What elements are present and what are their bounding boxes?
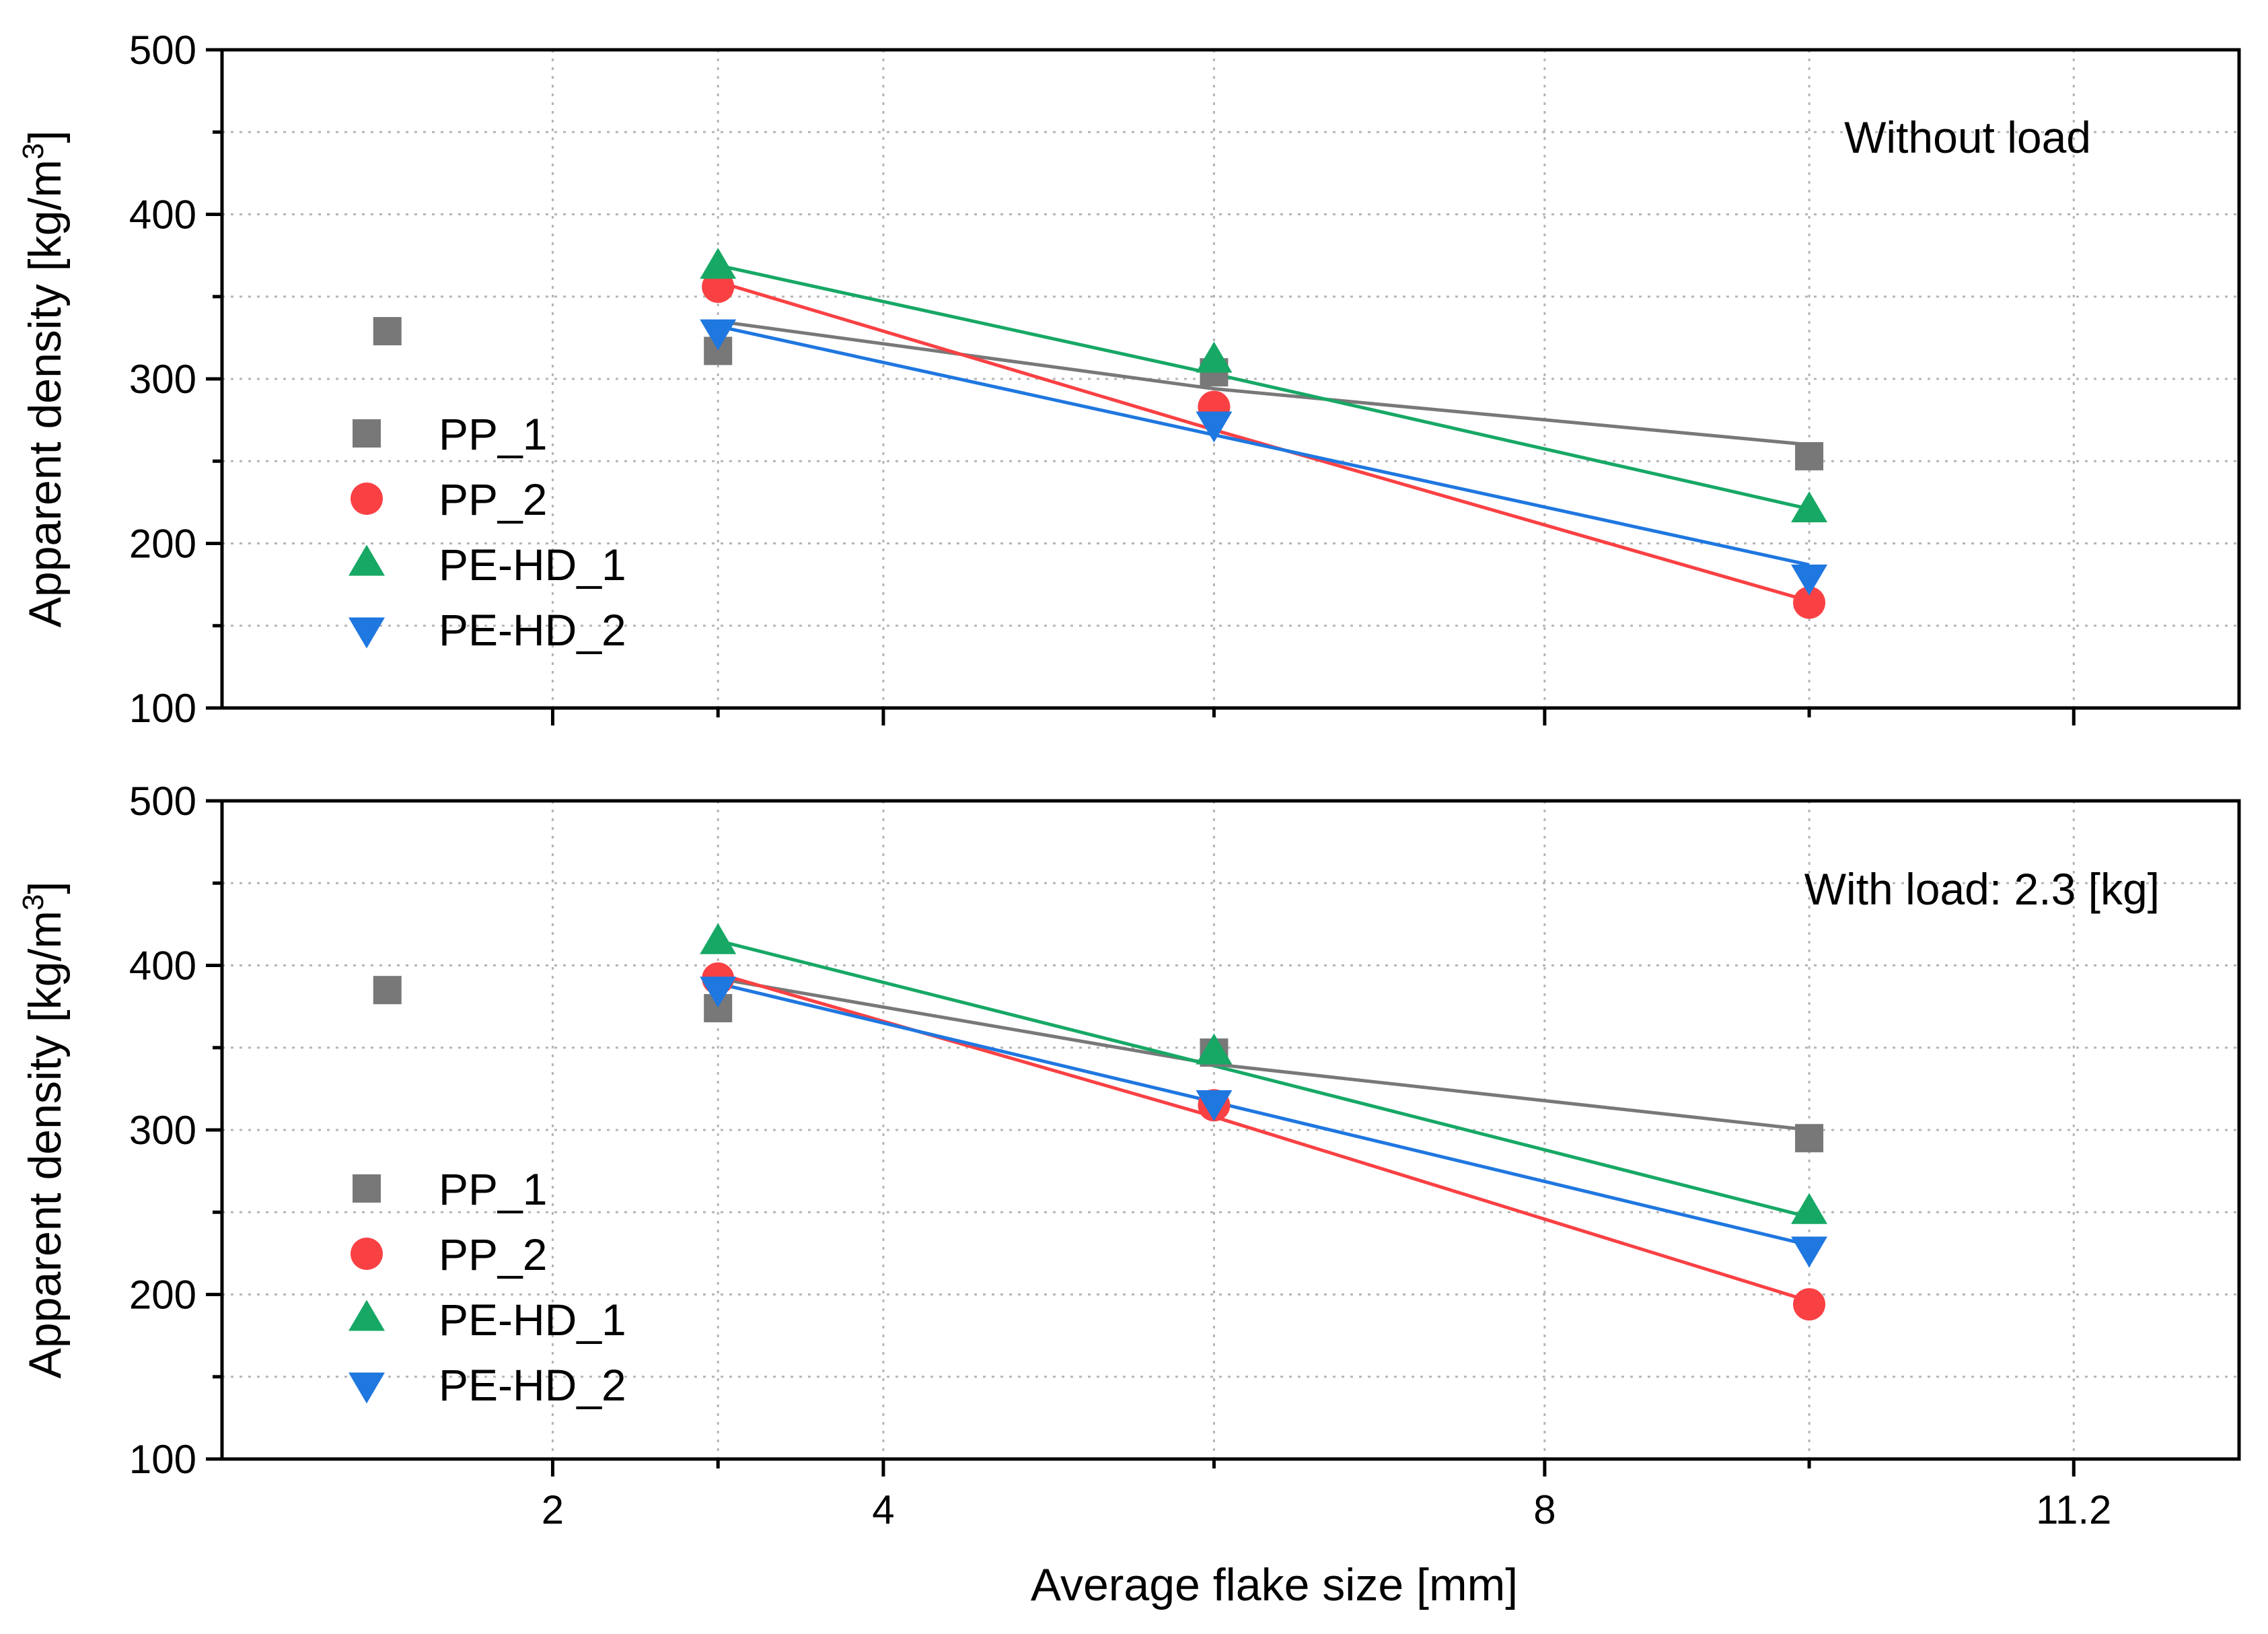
- marker-pe-hd-1: [700, 923, 737, 954]
- marker-pe-hd-1: [1196, 341, 1233, 373]
- fit-line-pe-hd-1: [717, 263, 1810, 511]
- marker-pe-hd-2: [1196, 1090, 1233, 1121]
- legend-marker-pp-2: [351, 1238, 383, 1270]
- marker-pe-hd-2: [1791, 1236, 1828, 1268]
- fit-line-pe-hd-2: [717, 981, 1810, 1247]
- y-tick-label: 400: [129, 944, 196, 989]
- legend-label-pe-hd-1: PE-HD_1: [439, 1295, 626, 1345]
- legend-marker-pe-hd-2: [349, 617, 385, 649]
- y-tick-label: 100: [129, 686, 196, 731]
- legend-marker-pe-hd-2: [349, 1372, 385, 1404]
- y-tick-label: 200: [129, 522, 196, 567]
- fit-line-pp-1: [717, 976, 1810, 1132]
- y-axis-title: Apparent density [kg/m3]: [17, 882, 71, 1379]
- marker-pe-hd-2: [1791, 564, 1828, 596]
- fit-line-pe-hd-1: [717, 939, 1810, 1219]
- legend-label-pp-1: PP_1: [439, 1164, 547, 1214]
- panel-annotation: Without load: [1844, 112, 2091, 162]
- y-tick-label: 500: [129, 28, 196, 73]
- y-tick-label: 400: [129, 192, 196, 238]
- marker-pe-hd-2: [1196, 411, 1233, 443]
- panel-top: 100 200 300 400 500 Apparent density [kg/m3] W…: [17, 28, 2241, 731]
- legend-label-pe-hd-2: PE-HD_2: [439, 605, 626, 655]
- x-tick-label: 11.2: [2036, 1487, 2111, 1532]
- y-tick-label: 500: [129, 779, 196, 824]
- marker-pe-hd-1: [1791, 491, 1828, 523]
- y-tick-label: 300: [129, 1108, 196, 1153]
- marker-pe-hd-1: [700, 248, 737, 279]
- marker-pp-1: [1795, 441, 1824, 470]
- marker-pe-hd-2: [700, 319, 737, 351]
- panel-bottom: 100 200 300 400 500 2 4 8 11.2 Apparent density […: [17, 779, 2241, 1610]
- legend-label-pe-hd-2: PE-HD_2: [439, 1360, 626, 1410]
- x-axis-title: Average flake size [mm]: [1031, 1559, 1518, 1610]
- legend-label-pe-hd-1: PE-HD_1: [439, 540, 626, 590]
- marker-pp-2: [1793, 1288, 1826, 1321]
- marker-pe-hd-2: [700, 976, 737, 1008]
- marker-pe-hd-1: [1196, 1033, 1233, 1065]
- y-tick-label: 200: [129, 1273, 196, 1318]
- legend-marker-pe-hd-1: [349, 544, 385, 576]
- y-axis-title: Apparent density [kg/m3]: [17, 131, 71, 628]
- fit-line-pe-hd-2: [717, 324, 1810, 567]
- marker-pp-2: [1793, 586, 1826, 619]
- marker-pp-1: [1795, 1124, 1824, 1153]
- fit-line-pp-2: [717, 280, 1810, 603]
- legend-marker-pp-2: [351, 483, 383, 515]
- y-tick-label: 300: [129, 357, 196, 402]
- marker-pe-hd-1: [1791, 1193, 1828, 1224]
- x-tick-label: 8: [1533, 1487, 1556, 1532]
- legend-marker-pp-1: [353, 1174, 381, 1203]
- x-tick-label: 4: [872, 1487, 894, 1532]
- legend-label-pp-1: PP_1: [439, 409, 547, 459]
- marker-pp-1: [373, 976, 402, 1005]
- legend-marker-pe-hd-1: [349, 1300, 385, 1331]
- legend-label-pp-2: PP_2: [439, 1230, 547, 1279]
- y-tick-label: 100: [129, 1437, 196, 1482]
- legend-marker-pp-1: [353, 419, 381, 448]
- marker-pp-1: [373, 317, 402, 346]
- fit-line-pp-1: [717, 319, 1810, 447]
- x-tick-label: 2: [542, 1487, 564, 1532]
- panel-annotation: With load: 2.3 [kg]: [1804, 864, 2160, 914]
- legend-label-pp-2: PP_2: [439, 474, 547, 524]
